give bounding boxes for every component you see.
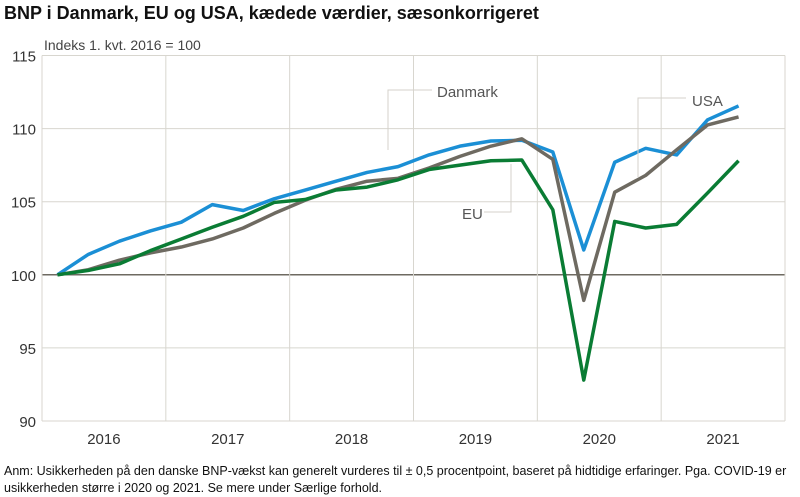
series-label-danmark: Danmark <box>437 84 498 101</box>
callout-line-danmark <box>387 89 432 150</box>
x-tick-label: 2019 <box>459 431 492 448</box>
y-tick-label: 100 <box>11 268 36 285</box>
callout-line-usa <box>637 97 686 177</box>
x-tick-label: 2016 <box>87 431 120 448</box>
series-label-eu: EU <box>462 206 483 223</box>
y-axis-label: Indeks 1. kvt. 2016 = 100 <box>44 37 201 53</box>
x-tick-label: 2018 <box>335 431 368 448</box>
y-tick-label: 105 <box>11 195 36 212</box>
x-tick-label: 2021 <box>706 431 739 448</box>
y-tick-label: 110 <box>12 122 36 139</box>
series-line-usa <box>57 115 740 303</box>
callout-line-eu <box>484 164 512 213</box>
series-label-usa: USA <box>692 93 723 110</box>
y-tick-label: 90 <box>19 414 36 431</box>
y-tick-label: 115 <box>12 49 36 66</box>
series-line-eu <box>57 158 740 382</box>
y-tick-label: 95 <box>19 341 36 358</box>
x-tick-label: 2020 <box>583 431 616 448</box>
series-line-danmark <box>56 104 740 277</box>
x-tick-label: 2017 <box>211 431 244 448</box>
footnote: Anm: Usikkerheden på den danske BNP-væks… <box>4 464 787 495</box>
chart-title: BNP i Danmark, EU og USA, kædede værdier… <box>4 3 539 23</box>
